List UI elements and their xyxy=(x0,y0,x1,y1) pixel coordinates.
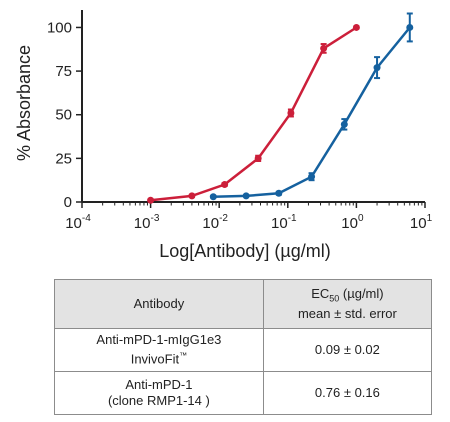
row1-name-line1: Anti-mPD-1-mIgG1e3 xyxy=(96,332,222,348)
x-axis-ticks: 10-4 10-3 10-2 10-1 100 101 xyxy=(65,202,433,232)
y-tick-label: 25 xyxy=(55,150,72,167)
dose-response-chart: 10-4 10-3 10-2 10-1 100 101 0 25 50 75 100 % Abso… xyxy=(14,10,433,261)
series-2 xyxy=(209,12,414,201)
table-header-row: Antibody EC50 (µg/ml) mean ± std. error xyxy=(54,279,433,329)
y-tick-label: 0 xyxy=(64,194,72,211)
x-tick-label: 10-1 xyxy=(271,213,297,232)
header-antibody: Antibody xyxy=(54,279,264,329)
x-axis-title: Log[Antibody] (µg/ml) xyxy=(159,241,330,261)
data-point xyxy=(209,193,217,201)
header-ec50-units: (µg/ml) xyxy=(339,285,384,301)
data-point xyxy=(242,192,250,200)
data-point xyxy=(287,109,295,117)
header-ec50-prefix: EC xyxy=(311,285,330,301)
header-ec50-sub: 50 xyxy=(329,293,340,304)
row1-name-line2: InvivoFit xyxy=(130,351,180,367)
y-tick-label: 50 xyxy=(55,107,72,124)
x-tick-label: 10-4 xyxy=(65,213,91,232)
y-tick-label: 75 xyxy=(55,63,72,80)
chart-axes xyxy=(81,10,425,203)
row2-name-line2: (clone RMP1-14 ) xyxy=(107,393,210,408)
y-axis-title: % Absorbance xyxy=(14,45,34,161)
x-tick-label: 10-2 xyxy=(202,213,228,232)
row1-trademark: ™ xyxy=(179,351,188,361)
data-point xyxy=(147,196,155,204)
header-ec50-line2: mean ± std. error xyxy=(297,306,397,322)
table-row: Anti-mPD-1-mIgG1e3 InvivoFit™ 0.09 ± 0.0… xyxy=(54,328,433,372)
y-tick-label: 100 xyxy=(47,19,72,36)
data-point xyxy=(340,120,348,128)
row1-antibody: Anti-mPD-1-mIgG1e3 InvivoFit™ xyxy=(54,328,264,372)
data-point xyxy=(188,192,196,200)
x-tick-label: 10-3 xyxy=(134,213,160,232)
data-point xyxy=(221,181,229,189)
row1-value: 0.09 ± 0.02 xyxy=(262,328,433,372)
row2-antibody: Anti-mPD-1 (clone RMP1-14 ) xyxy=(54,371,264,415)
data-point xyxy=(406,23,414,31)
x-tick-label: 101 xyxy=(410,213,433,232)
data-point xyxy=(254,154,262,162)
table-row: Anti-mPD-1 (clone RMP1-14 ) 0.76 ± 0.16 xyxy=(54,371,433,415)
data-point xyxy=(373,64,381,72)
ec50-table: Antibody EC50 (µg/ml) mean ± std. error … xyxy=(54,279,433,415)
x-tick-label: 100 xyxy=(341,213,364,232)
row2-value: 0.76 ± 0.16 xyxy=(262,371,433,415)
data-point xyxy=(320,44,328,52)
series-layer xyxy=(147,12,414,204)
y-axis-ticks: 0 25 50 75 100 xyxy=(47,19,82,211)
row2-name-line1: Anti-mPD-1 xyxy=(125,377,193,392)
header-ec50: EC50 (µg/ml) mean ± std. error xyxy=(262,279,433,329)
series-1 xyxy=(147,23,360,204)
data-point xyxy=(275,189,283,197)
data-point xyxy=(352,23,360,31)
data-point xyxy=(308,173,316,181)
